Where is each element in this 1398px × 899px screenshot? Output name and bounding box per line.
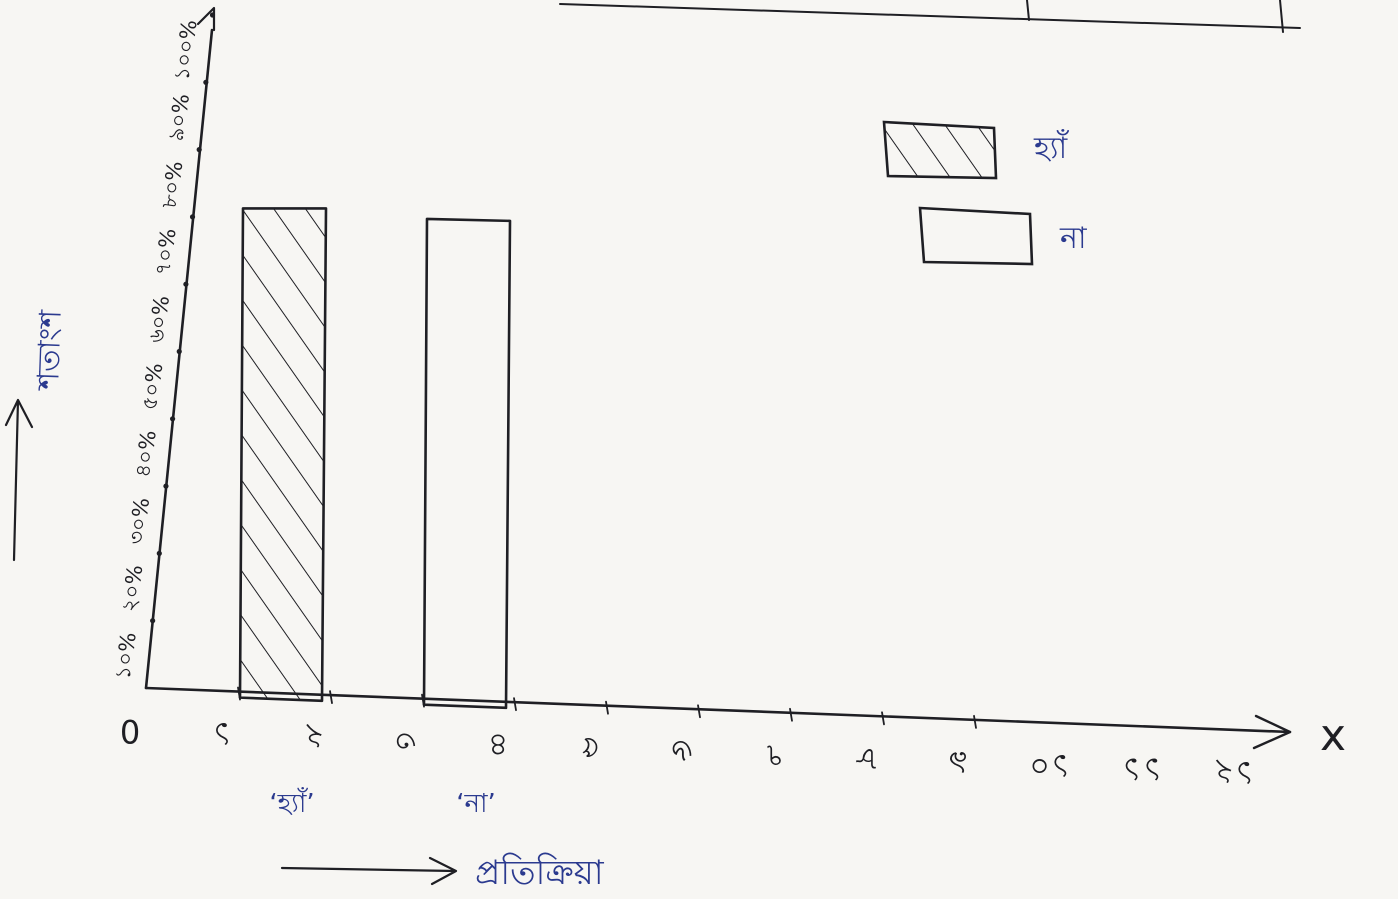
x-tick-mark — [421, 693, 425, 708]
y-tick-mark — [209, 12, 216, 18]
x-axis-arrow-icon — [280, 856, 458, 886]
legend-label: না — [1059, 221, 1088, 256]
y-axis-title: শতাংশ — [31, 308, 69, 392]
y-tick-mark — [150, 618, 156, 624]
x-tick-label: ৫ — [580, 730, 601, 768]
x-tick-mark — [237, 686, 241, 701]
y-tick-label: ৯০% — [164, 92, 194, 142]
category-labels: ‘হ্যাঁ’ ‘না’ — [269, 787, 495, 819]
bar-yes — [238, 207, 328, 703]
x-tick-mark — [513, 697, 517, 712]
y-tick-label: ৮০% — [157, 160, 187, 210]
legend: হ্যাঁ না — [882, 120, 1088, 266]
x-tick-labels: 0 ১ ২ ৩ ৪ ৫ ৬ ৭ ৮ ৯ ১০ ১১ ১২ — [120, 686, 1255, 792]
x-tick-label: ৬ — [672, 733, 693, 771]
y-tick-mark — [156, 550, 162, 557]
y-tick-label: ১০% — [111, 631, 141, 681]
category-label: ‘না’ — [456, 789, 496, 819]
y-axis-arrow-icon — [4, 398, 34, 562]
x-tick-label: ২ — [304, 719, 325, 757]
x-axis-title: প্রতিক্রিয়া — [475, 853, 605, 893]
y-tick-label: ৩০% — [124, 496, 154, 546]
y-axis-title-group: শতাংশ — [4, 308, 69, 562]
y-tick-mark — [176, 348, 182, 355]
y-tick-label: ৭০% — [150, 227, 180, 277]
y-tick-mark — [183, 281, 189, 287]
x-axis-arrowhead-icon — [1252, 714, 1292, 750]
x-tick-mark — [881, 711, 885, 726]
x-tick-mark — [697, 704, 701, 719]
y-tick-mark — [169, 416, 176, 422]
x-tick-label: ৯ — [948, 744, 969, 782]
x-axis-symbol: x — [1320, 710, 1346, 761]
y-axis-line — [144, 28, 214, 690]
bars — [238, 207, 512, 710]
bar-no — [422, 217, 512, 710]
y-tick-label: ১০০% — [169, 18, 201, 82]
x-tick-label: ১১ — [1121, 751, 1163, 789]
y-tick-mark — [196, 147, 202, 153]
y-tick-label: ৬০% — [144, 294, 174, 344]
y-tick-label: ৪০% — [130, 429, 160, 479]
x-tick-label: ৭ — [764, 737, 785, 775]
legend-swatch-empty — [918, 206, 1034, 266]
x-tick-label: ১২ — [1213, 754, 1255, 792]
background-table-edge — [559, 0, 1301, 33]
x-tick-mark — [789, 707, 793, 722]
y-tick-labels: ১০% ২০% ৩০% ৪০% ৫০% ৬০% ৭০% ৮০% ৯০% ১০০% — [111, 12, 216, 681]
x-tick-mark — [329, 690, 333, 704]
legend-label: হ্যাঁ — [1033, 129, 1069, 166]
x-tick-label: ১ — [212, 716, 233, 754]
x-tick-label: ৮ — [855, 740, 876, 778]
x-tick-mark — [605, 700, 609, 715]
x-tick-label: ৩ — [396, 723, 417, 761]
x-tick-label: 0 — [120, 712, 140, 750]
x-tick-label: ৪ — [488, 726, 509, 764]
category-label: ‘হ্যাঁ’ — [269, 787, 314, 819]
y-tick-label: ২০% — [117, 563, 147, 613]
y-axis-arrowhead-icon — [196, 6, 216, 32]
x-tick-mark — [973, 714, 977, 729]
legend-swatch-hatched — [882, 120, 998, 180]
y-tick-label: ৫০% — [137, 361, 167, 411]
y-tick-mark — [189, 214, 196, 220]
y-tick-mark — [203, 79, 209, 85]
x-axis-line — [144, 686, 1292, 734]
axes: x — [144, 6, 1346, 761]
y-tick-mark — [163, 483, 169, 489]
x-axis-title-group: প্রতিক্রিয়া — [280, 853, 605, 893]
x-tick-label: ১০ — [1029, 747, 1071, 785]
